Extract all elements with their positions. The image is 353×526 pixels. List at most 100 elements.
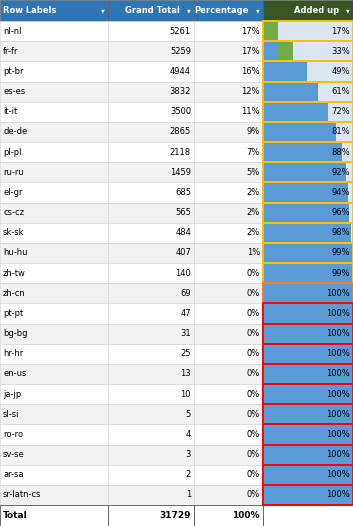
Text: 0%: 0%	[247, 470, 260, 479]
Bar	[108, 464, 194, 485]
Text: hr-hr: hr-hr	[3, 349, 23, 358]
Text: zh-tw: zh-tw	[3, 269, 26, 278]
Text: 0%: 0%	[247, 490, 260, 499]
Text: 140: 140	[175, 269, 191, 278]
Bar	[263, 184, 346, 201]
Bar	[194, 424, 263, 444]
Bar	[194, 183, 263, 203]
Text: 17%: 17%	[241, 27, 260, 36]
Text: 5%: 5%	[247, 168, 260, 177]
Text: 1459: 1459	[170, 168, 191, 177]
Bar	[263, 222, 353, 243]
Bar	[263, 404, 353, 424]
Bar	[263, 102, 353, 122]
Bar	[263, 283, 353, 304]
Text: el-gr: el-gr	[3, 188, 23, 197]
Text: 12%: 12%	[241, 87, 260, 96]
Text: 0%: 0%	[247, 309, 260, 318]
Text: de-de: de-de	[3, 127, 27, 136]
Bar	[263, 405, 353, 423]
Text: ▼: ▼	[187, 8, 191, 13]
Bar	[263, 323, 353, 343]
Text: ▼: ▼	[256, 8, 260, 13]
Bar	[108, 304, 194, 323]
Text: 3500: 3500	[170, 107, 191, 116]
Bar	[263, 466, 353, 484]
Bar	[0, 304, 108, 323]
Bar	[263, 63, 293, 80]
Bar	[263, 142, 353, 162]
Text: bg-bg: bg-bg	[3, 329, 28, 338]
Bar	[0, 183, 108, 203]
Bar	[263, 364, 353, 384]
Text: 100%: 100%	[326, 490, 350, 499]
Text: 685: 685	[175, 188, 191, 197]
Bar	[0, 323, 108, 343]
Bar	[263, 305, 353, 322]
Text: cs-cz: cs-cz	[3, 208, 24, 217]
Bar	[108, 222, 194, 243]
Bar	[194, 243, 263, 263]
Bar	[342, 163, 346, 181]
Text: 2: 2	[186, 470, 191, 479]
Bar	[0, 203, 108, 222]
Bar	[336, 143, 342, 161]
Bar	[263, 384, 353, 404]
Bar	[351, 244, 352, 262]
Text: ▼: ▼	[101, 8, 105, 13]
Bar	[263, 325, 353, 342]
Bar	[293, 63, 307, 80]
Bar	[194, 102, 263, 122]
Bar	[263, 123, 328, 141]
Bar	[0, 384, 108, 404]
Text: it-it: it-it	[3, 107, 17, 116]
Bar	[194, 283, 263, 304]
Bar	[0, 41, 108, 62]
Bar	[108, 62, 194, 82]
Text: sv-se: sv-se	[3, 450, 25, 459]
Text: 25: 25	[180, 349, 191, 358]
Text: 100%: 100%	[326, 430, 350, 439]
Text: 72%: 72%	[331, 107, 350, 116]
Bar	[194, 304, 263, 323]
Text: 100%: 100%	[326, 329, 350, 338]
Bar	[108, 102, 194, 122]
Bar	[263, 464, 353, 485]
Bar	[0, 122, 108, 142]
Text: 81%: 81%	[331, 127, 350, 136]
Bar	[263, 426, 353, 443]
Bar	[108, 364, 194, 384]
Bar	[263, 505, 353, 526]
Bar	[263, 485, 353, 505]
Bar	[108, 424, 194, 444]
Bar	[0, 343, 108, 364]
Bar	[108, 505, 194, 526]
Text: 98%: 98%	[331, 228, 350, 237]
Text: pt-pt: pt-pt	[3, 309, 23, 318]
Bar	[263, 41, 353, 62]
Text: 2118: 2118	[170, 148, 191, 157]
Text: 13: 13	[180, 369, 191, 378]
Bar	[194, 82, 263, 102]
Bar	[108, 183, 194, 203]
Text: 407: 407	[175, 248, 191, 257]
Bar	[0, 102, 108, 122]
Bar	[278, 42, 293, 60]
Text: Row Labels: Row Labels	[3, 6, 56, 15]
Text: 3: 3	[186, 450, 191, 459]
Bar	[108, 0, 194, 21]
Bar	[194, 464, 263, 485]
Bar	[263, 62, 353, 82]
Bar	[194, 41, 263, 62]
Bar	[263, 83, 307, 100]
Text: 100%: 100%	[326, 410, 350, 419]
Bar	[194, 62, 263, 82]
Bar	[263, 41, 353, 62]
Bar	[0, 444, 108, 464]
Bar	[194, 122, 263, 142]
Text: Percentage: Percentage	[195, 6, 249, 15]
Text: 2%: 2%	[247, 228, 260, 237]
Text: 1: 1	[186, 490, 191, 499]
Bar	[108, 404, 194, 424]
Bar	[263, 163, 342, 181]
